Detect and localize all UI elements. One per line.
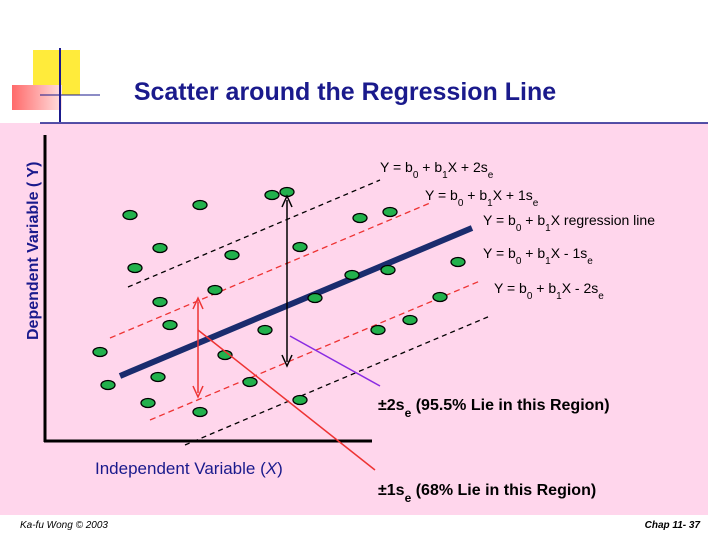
data-points <box>92 186 466 418</box>
region-labels: ±2se (95.5% Lie in this Region)±1se (68%… <box>378 397 610 505</box>
point <box>257 324 273 336</box>
text-part: Y = b <box>483 212 516 228</box>
text-part: 1 <box>556 291 562 302</box>
point <box>264 189 280 201</box>
text-part: X + 2s <box>448 159 488 175</box>
regression-line <box>118 225 474 379</box>
text-part: 0 <box>516 223 522 234</box>
text-part: (68% Lie in this Region) <box>411 482 596 499</box>
band-line <box>184 315 491 446</box>
point <box>380 264 396 276</box>
text-part: X - 1s <box>551 245 588 261</box>
point <box>152 242 168 254</box>
point <box>370 324 386 336</box>
text-part: Y = b <box>425 187 458 203</box>
equation-label: Y = b0 + b1X + 1se <box>425 187 539 209</box>
footer-author: Ka-fu Wong © 2003 <box>20 520 108 531</box>
text-part: + b <box>521 245 545 261</box>
text-part: Y = b <box>380 159 413 175</box>
text-part: 1 <box>487 198 493 209</box>
text-part: X regression line <box>551 212 655 228</box>
text-part: 1 <box>545 256 551 267</box>
point <box>402 314 418 326</box>
text-part: 0 <box>413 170 419 181</box>
x-axis-label: Independent Variable (X) <box>95 459 283 478</box>
arrow <box>281 194 293 368</box>
point <box>344 269 360 281</box>
slide-title: Scatter around the Regression Line <box>134 78 556 106</box>
text-part: + b <box>463 187 487 203</box>
footer-page: Chap 11- 37 <box>645 520 701 531</box>
equation-label: Y = b0 + b1X + 2se <box>380 159 494 181</box>
text-part: e <box>405 406 412 420</box>
region-label: ±1se (68% Lie in this Region) <box>378 482 596 505</box>
text-part: e <box>405 491 412 505</box>
equation-label: Y = b0 + b1X - 1se <box>483 245 593 267</box>
text-part: 1 <box>545 223 551 234</box>
text-part: 0 <box>527 291 533 302</box>
text-part: X + 1s <box>493 187 533 203</box>
point <box>242 376 258 388</box>
text-part: + b <box>532 280 556 296</box>
point <box>224 249 240 261</box>
text-part: 0 <box>516 256 522 267</box>
point <box>382 206 398 218</box>
text-part: e <box>533 198 539 209</box>
point <box>192 406 208 418</box>
text-part: + b <box>418 159 442 175</box>
text-part: X - 2s <box>562 280 599 296</box>
band-line <box>127 179 381 288</box>
region-label: ±2se (95.5% Lie in this Region) <box>378 397 610 420</box>
point <box>432 291 448 303</box>
y-axis-label: Dependent Variable ( Y) <box>25 162 42 340</box>
point <box>122 209 138 221</box>
point <box>150 371 166 383</box>
band-line <box>109 202 431 339</box>
text-part: + b <box>521 212 545 228</box>
point <box>92 346 108 358</box>
point <box>292 394 308 406</box>
point <box>140 397 156 409</box>
text-part: 1 <box>442 170 448 181</box>
point <box>100 379 116 391</box>
text-part: ±1s <box>378 482 405 499</box>
text-part: (95.5% Lie in this Region) <box>411 397 609 414</box>
pointer-line <box>289 335 381 387</box>
text-part: ±2s <box>378 397 405 414</box>
text-part: e <box>587 256 593 267</box>
text-part: Y = b <box>494 280 527 296</box>
point <box>162 319 178 331</box>
point <box>127 262 143 274</box>
point <box>352 212 368 224</box>
equation-label: Y = b0 + b1X regression line <box>483 212 655 234</box>
point <box>292 241 308 253</box>
equation-label: Y = b0 + b1X - 2se <box>494 280 604 302</box>
text-part: Y = b <box>483 245 516 261</box>
deco-square <box>12 85 62 110</box>
point <box>192 199 208 211</box>
text-part: e <box>598 291 604 302</box>
point <box>207 284 223 296</box>
point <box>450 256 466 268</box>
arrow <box>192 296 376 471</box>
text-part: 0 <box>458 198 464 209</box>
point <box>307 292 323 304</box>
point <box>152 296 168 308</box>
content-area <box>0 123 708 515</box>
text-part: e <box>488 170 494 181</box>
